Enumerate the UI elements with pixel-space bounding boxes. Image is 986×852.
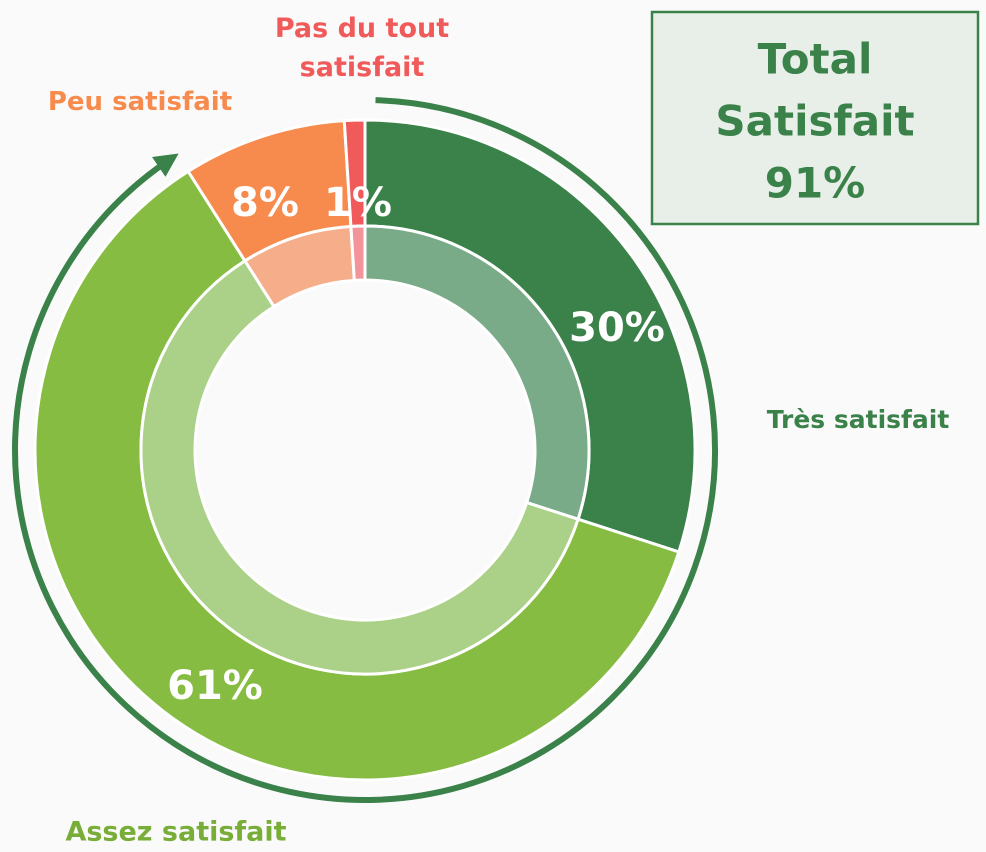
value-label: 1%	[324, 180, 392, 226]
category-label: Assez satisfait	[65, 816, 287, 848]
satisfied-arrow	[12, 97, 718, 803]
category-label: Peu satisfait	[47, 87, 233, 118]
value-label: 61%	[167, 663, 263, 709]
value-label: 8%	[231, 180, 299, 226]
donut-inner-slice	[139, 258, 580, 676]
total-text: Total	[758, 35, 873, 84]
category-label: Pas du tout satisfait	[274, 12, 450, 83]
category-label: Très satisfait	[766, 404, 950, 434]
donut-inner-slice	[349, 224, 367, 282]
total-text: Satisfait	[715, 97, 914, 146]
value-label: 30%	[569, 305, 665, 351]
total-value: 91%	[765, 159, 866, 208]
total-box	[650, 10, 980, 226]
